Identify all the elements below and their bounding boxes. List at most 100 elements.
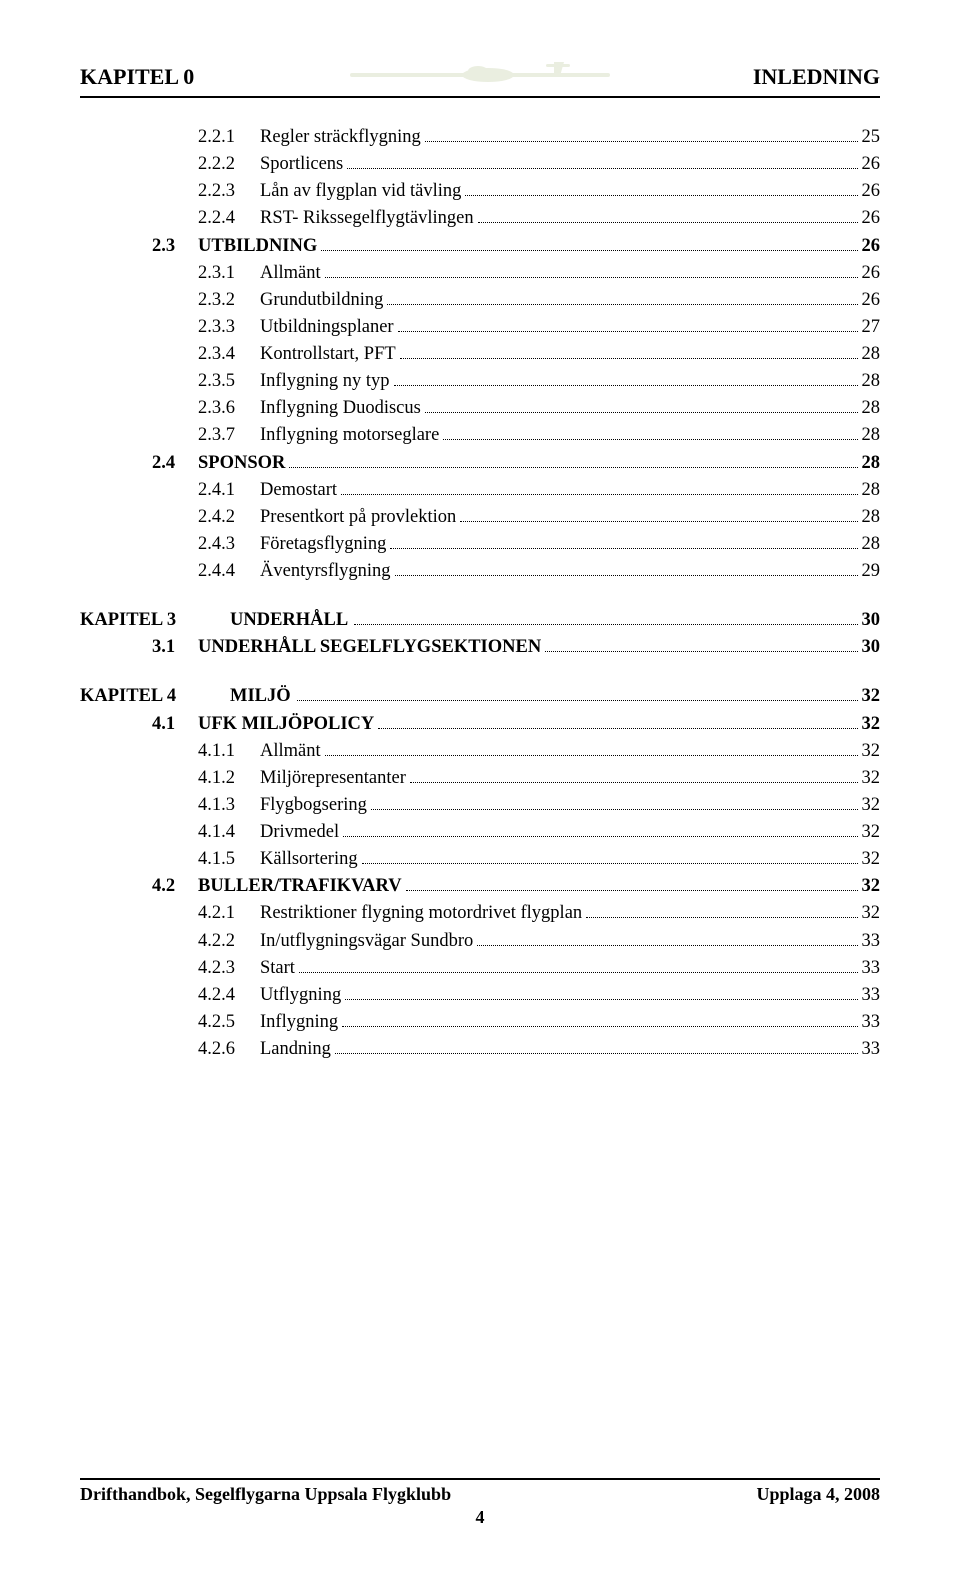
toc-entry: 4.1.3Flygbogsering32 [80,794,880,817]
toc-number: 2.4.1 [198,479,260,502]
toc-text: UTBILDNING [198,236,317,256]
toc-title: MILJÖ [230,685,291,708]
toc-entry: 2.4SPONSOR28 [80,452,880,475]
toc-page: 32 [862,821,881,844]
toc-leader [443,439,857,440]
toc-title: 4.1.2Miljörepresentanter [198,767,406,790]
toc-chapter-label: KAPITEL 3 [80,609,230,632]
toc-entry: 2.3.7Inflygning motorseglare 28 [80,424,880,447]
toc-page: 28 [862,479,881,502]
toc-entry: 2.3UTBILDNING 26 [80,235,880,258]
toc-entry: 3.1UNDERHÅLL SEGELFLYGSEKTIONEN30 [80,636,880,659]
toc-entry: 4.2.5Inflygning33 [80,1011,880,1034]
toc-title: 4.1.4Drivmedel [198,821,339,844]
toc-text: Regler sträckflygning [260,127,421,147]
toc-page: 30 [862,609,881,632]
toc-title: 2.2.2Sportlicens [198,153,343,176]
toc-title: 4.2.5Inflygning [198,1011,338,1034]
toc-leader [325,755,858,756]
toc-number: 2.2.1 [198,126,260,149]
toc-leader [347,168,857,169]
toc-page: 33 [862,957,881,980]
toc-leader [342,1026,857,1027]
toc-leader [465,195,857,196]
toc-leader [341,494,857,495]
table-of-contents: 2.2.1Regler sträckflygning25 2.2.2Sportli… [80,126,880,1061]
toc-number: 2.3.7 [198,424,260,447]
toc-leader [586,917,857,918]
toc-title: 2.3.2Grundutbildning [198,289,383,312]
toc-text: Allmänt [260,741,321,761]
toc-gap [80,663,880,681]
toc-text: SPONSOR [198,453,285,473]
toc-entry: 4.2BULLER/TRAFIKVARV32 [80,875,880,898]
toc-title: 2.4.4Äventyrsflygning [198,560,391,583]
toc-entry: 2.2.4RST- Rikssegelflygtävlingen26 [80,207,880,230]
toc-leader [325,277,858,278]
toc-entry: 4.1.5Källsortering32 [80,848,880,871]
toc-number: 2.3.6 [198,397,260,420]
toc-text: Inflygning motorseglare [260,425,439,445]
toc-page: 26 [862,235,881,258]
toc-leader [395,575,858,576]
toc-leader [371,809,858,810]
toc-page: 26 [862,180,881,203]
toc-number: 4.2 [152,875,198,898]
toc-leader [354,624,857,625]
toc-entry: 2.4.1Demostart28 [80,479,880,502]
toc-page: 28 [862,424,881,447]
toc-text: In/utflygningsvägar Sundbro [260,931,473,951]
toc-text: Grundutbildning [260,290,383,310]
toc-title: 4.1.1Allmänt [198,740,321,763]
page-header: KAPITEL 0 INLEDNING [80,64,880,98]
toc-text: Landning [260,1039,331,1059]
toc-page: 28 [862,533,881,556]
toc-number: 4.2.3 [198,957,260,980]
toc-entry: 4.2.2In/utflygningsvägar Sundbro33 [80,930,880,953]
toc-entry: 2.2.1Regler sträckflygning25 [80,126,880,149]
toc-title: 2.3.4Kontrollstart, PFT [198,343,396,366]
toc-page: 26 [862,207,881,230]
toc-title: 2.3UTBILDNING [152,235,317,258]
toc-page: 32 [862,685,881,708]
toc-number: 4.2.2 [198,930,260,953]
toc-leader [398,331,858,332]
toc-title: 4.2.4Utflygning [198,984,341,1007]
toc-number: 2.3.3 [198,316,260,339]
toc-number: 4.1.1 [198,740,260,763]
toc-text: Lån av flygplan vid tävling [260,181,461,201]
toc-number: 4.2.5 [198,1011,260,1034]
toc-text: Företagsflygning [260,534,386,554]
toc-leader [477,945,857,946]
toc-text: UFK MILJÖPOLICY [198,714,374,734]
toc-title: 2.3.5Inflygning ny typ [198,370,390,393]
toc-text: Kontrollstart, PFT [260,344,396,364]
page-footer: Drifthandbok, Segelflygarna Uppsala Flyg… [80,1478,880,1528]
toc-page: 30 [862,636,881,659]
toc-entry: 4.1.2Miljörepresentanter32 [80,767,880,790]
toc-leader [345,999,857,1000]
toc-text: Start [260,958,295,978]
toc-page: 28 [862,370,881,393]
toc-text: Drivmedel [260,822,339,842]
toc-text: Miljörepresentanter [260,768,406,788]
toc-title: 4.2.3Start [198,957,295,980]
toc-leader [335,1053,858,1054]
toc-entry: 2.4.4Äventyrsflygning29 [80,560,880,583]
toc-entry: 4.2.4Utflygning33 [80,984,880,1007]
toc-entry: 2.3.5Inflygning ny typ 28 [80,370,880,393]
toc-entry: 4.1.1Allmänt32 [80,740,880,763]
toc-number: 2.3.1 [198,262,260,285]
toc-chapter-label: KAPITEL 4 [80,685,230,708]
toc-entry: 2.4.2Presentkort på provlektion28 [80,506,880,529]
toc-leader [387,304,857,305]
toc-page: 28 [862,397,881,420]
toc-title: 2.2.3Lån av flygplan vid tävling [198,180,461,203]
toc-number: 4.1.2 [198,767,260,790]
toc-number: 2.3.4 [198,343,260,366]
toc-title: 4.2.1Restriktioner flygning motordrivet … [198,902,582,925]
toc-entry: 4.2.6Landning33 [80,1038,880,1061]
toc-leader [410,782,858,783]
toc-text: Inflygning [260,1012,338,1032]
toc-leader [321,250,857,251]
